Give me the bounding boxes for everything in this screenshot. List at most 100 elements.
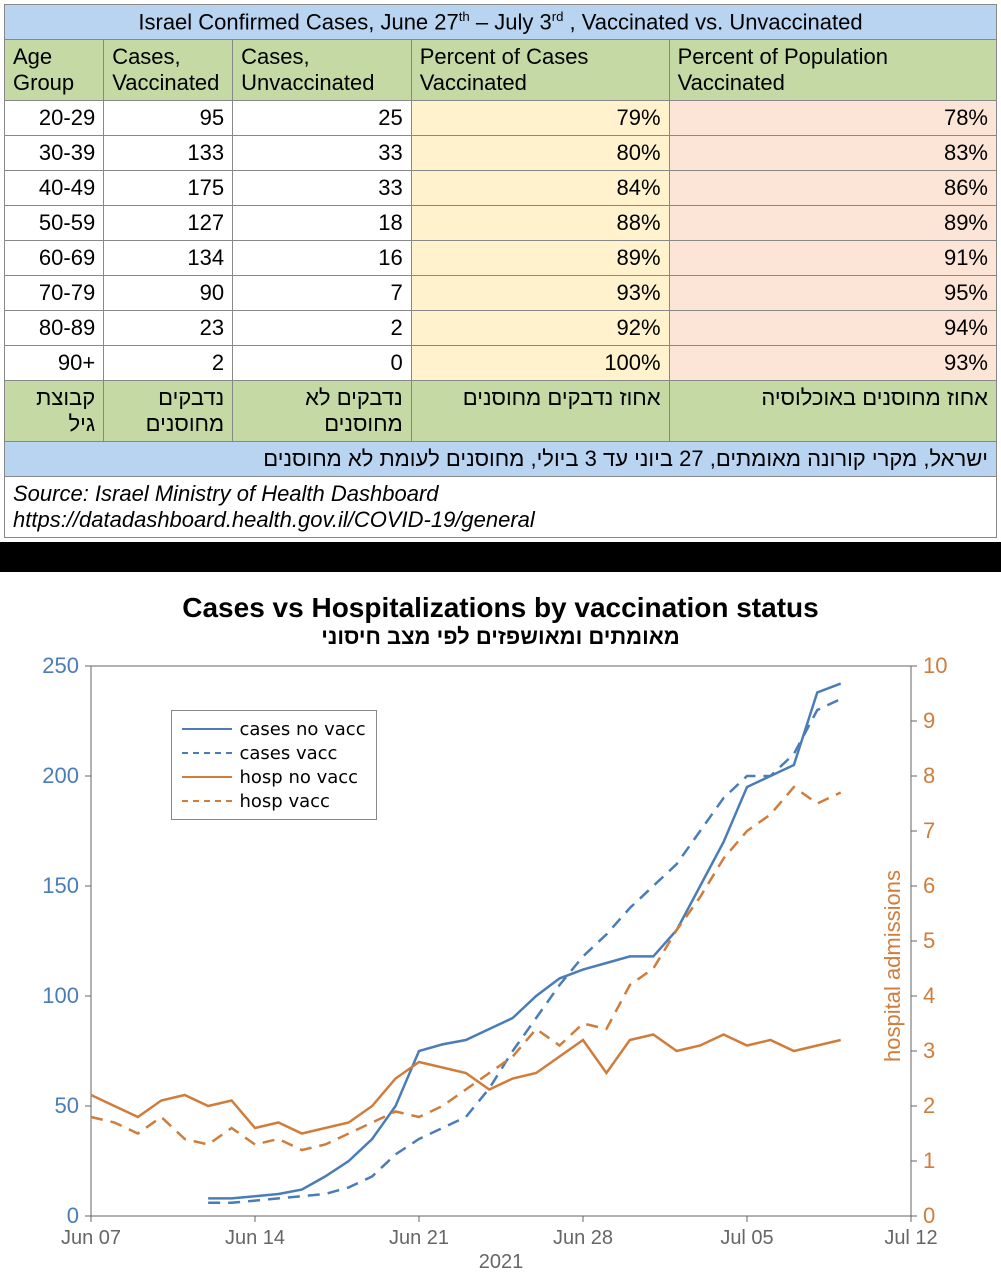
table-row: 70-7990793%95% [5,276,997,311]
svg-text:2: 2 [923,1093,935,1118]
table-row: 90+20100%93% [5,346,997,381]
legend-swatch [182,728,232,730]
cell: 20-29 [5,101,104,136]
cell: 86% [669,171,996,206]
cell: 134 [104,241,233,276]
legend-item: cases vacc [182,741,366,765]
cell: 95% [669,276,996,311]
legend-label: cases no vacc [240,719,366,740]
legend-label: hosp no vacc [240,767,359,788]
table-source: Source: Israel Ministry of Health Dashbo… [5,477,997,538]
svg-text:2021: 2021 [478,1251,523,1273]
cell: 93% [669,346,996,381]
svg-text:0: 0 [923,1203,935,1228]
svg-text:5: 5 [923,928,935,953]
svg-text:200: 200 [42,763,79,788]
cell: 93% [411,276,669,311]
cell: 2 [104,346,233,381]
table-row: 80-8923292%94% [5,311,997,346]
cell: 127 [104,206,233,241]
col-header: Percent of Population Vaccinated [669,40,996,101]
cell: 16 [233,241,412,276]
col-header: Percent of Cases Vaccinated [411,40,669,101]
svg-text:0: 0 [66,1203,78,1228]
cell: 2 [233,311,412,346]
table-header-en: Age GroupCases, VaccinatedCases, Unvacci… [5,40,997,101]
cell: 80% [411,136,669,171]
chart-legend: cases no vacc cases vacc hosp no vacc hosp … [171,710,377,820]
cell: 80-89 [5,311,104,346]
cell: 70-79 [5,276,104,311]
col-header-he: נדבקים לא מחוסנים [233,381,412,442]
chart-area: 050100150200250012345678910Jun 07Jun 14J… [21,656,981,1276]
table-row: 20-29952579%78% [5,101,997,136]
cell: 23 [104,311,233,346]
svg-text:7: 7 [923,818,935,843]
legend-label: cases vacc [240,743,338,764]
cell: 83% [669,136,996,171]
section-divider [0,542,1001,572]
col-header: Cases, Unvaccinated [233,40,412,101]
cell: 88% [411,206,669,241]
svg-text:6: 6 [923,873,935,898]
cell: 33 [233,171,412,206]
cell: 60-69 [5,241,104,276]
col-header-he: קבוצת גיל [5,381,104,442]
cell: 25 [233,101,412,136]
col-header-he: אחוז נדבקים מחוסנים [411,381,669,442]
svg-text:250: 250 [42,656,79,678]
svg-text:100: 100 [42,983,79,1008]
cell: 89% [669,206,996,241]
col-header-he: נדבקים מחוסנים [104,381,233,442]
cell: 95 [104,101,233,136]
svg-text:Jul 05: Jul 05 [720,1227,773,1249]
svg-text:8: 8 [923,763,935,788]
svg-text:Jun 28: Jun 28 [552,1227,612,1249]
cell: 30-39 [5,136,104,171]
cell: 94% [669,311,996,346]
chart-svg: 050100150200250012345678910Jun 07Jun 14J… [21,656,981,1276]
source-line2: https://datadashboard.health.gov.il/COVI… [13,507,535,532]
cell: 89% [411,241,669,276]
svg-text:150: 150 [42,873,79,898]
cell: 40-49 [5,171,104,206]
table-row: 60-691341689%91% [5,241,997,276]
cases-table: Israel Confirmed Cases, June 27th – July… [4,4,997,538]
cell: 79% [411,101,669,136]
col-header-he: אחוז מחוסנים באוכלוסיה [669,381,996,442]
legend-swatch [182,752,232,754]
cell: 50-59 [5,206,104,241]
source-line1: Source: Israel Ministry of Health Dashbo… [13,481,439,506]
legend-label: hosp vacc [240,791,330,812]
chart-title: Cases vs Hospitalizations by vaccination… [10,592,991,624]
cell: 133 [104,136,233,171]
cell: 91% [669,241,996,276]
svg-text:Jul 12: Jul 12 [884,1227,937,1249]
cell: 84% [411,171,669,206]
table-title-row: Israel Confirmed Cases, June 27th – July… [5,5,997,40]
svg-text:50: 50 [54,1093,78,1118]
table-footer-he: ישראל, מקרי קורונה מאומתים, 27 ביוני עד … [5,442,997,477]
cell: 92% [411,311,669,346]
svg-text:4: 4 [923,983,935,1008]
chart-subtitle: מאומתים ומאושפזים לפי מצב חיסוני [10,624,991,650]
col-header: Cases, Vaccinated [104,40,233,101]
svg-text:Jun 14: Jun 14 [224,1227,284,1249]
svg-text:10: 10 [923,656,947,678]
svg-text:Jun 07: Jun 07 [60,1227,120,1249]
table-footer-text: ישראל, מקרי קורונה מאומתים, 27 ביוני עד … [5,442,997,477]
cell: 7 [233,276,412,311]
cell: 100% [411,346,669,381]
cell: 90 [104,276,233,311]
chart-section: Cases vs Hospitalizations by vaccination… [0,572,1001,1286]
table-row: 50-591271888%89% [5,206,997,241]
legend-swatch [182,800,232,802]
cell: 0 [233,346,412,381]
cell: 78% [669,101,996,136]
legend-swatch [182,776,232,778]
y-right-label: hospital admissions [880,870,906,1062]
table-row: 40-491753384%86% [5,171,997,206]
svg-text:Jun 21: Jun 21 [388,1227,448,1249]
cell: 90+ [5,346,104,381]
svg-text:3: 3 [923,1038,935,1063]
